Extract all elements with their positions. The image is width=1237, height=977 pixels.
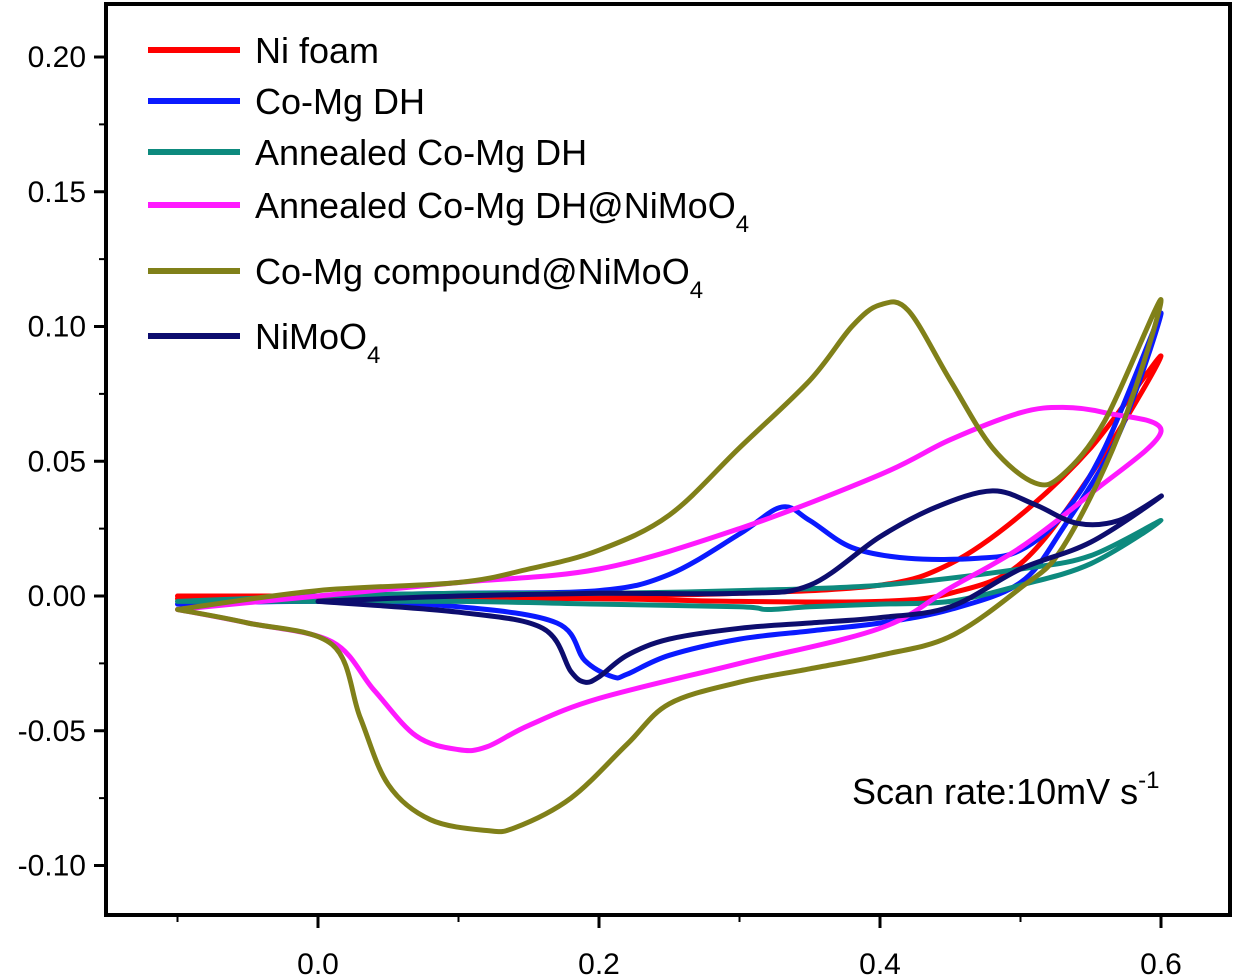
y-tick-label: 0.00 <box>28 580 86 613</box>
x-tick-label: 0.2 <box>578 948 620 977</box>
y-tick-label: 0.20 <box>28 41 86 74</box>
legend-label-subscript: 4 <box>736 211 749 238</box>
scan-rate-superscript: -1 <box>1138 767 1159 794</box>
series-line-6 <box>315 488 1164 685</box>
legend-label-text: NiMoO <box>255 316 367 357</box>
legend-label-subscript: 4 <box>690 277 703 304</box>
series-lines <box>175 297 1164 835</box>
y-tick-label: -0.05 <box>18 715 86 748</box>
legend-label-4: Annealed Co-Mg DH@NiMoO4 <box>255 185 749 238</box>
legend-label-subscript: 4 <box>367 342 380 369</box>
y-tick-label: 0.05 <box>28 445 86 478</box>
plot-frame <box>104 2 1232 917</box>
legend-label-2: Co-Mg DH <box>255 81 425 122</box>
y-tick-label: 0.15 <box>28 176 86 209</box>
series-line-4 <box>175 404 1164 754</box>
legend: Ni foam Co-Mg DH Annealed Co-Mg DH Annealed… <box>148 30 749 369</box>
x-tick-label: 0.6 <box>1140 948 1182 977</box>
legend-label-text: Co-Mg DH <box>255 81 425 122</box>
y-tick-label: 0.10 <box>28 311 86 344</box>
legend-label-1: Ni foam <box>255 30 379 71</box>
series-line-5 <box>175 297 1164 835</box>
legend-label-6: NiMoO4 <box>255 316 380 369</box>
series-line-1 <box>175 353 1164 605</box>
legend-label-text: Annealed Co-Mg DH@NiMoO <box>255 185 736 226</box>
x-tick-label: 0.0 <box>297 948 339 977</box>
scan-rate-annotation: Scan rate:10mV s-1 <box>852 767 1159 812</box>
scan-rate-text: Scan rate:10mV s <box>852 771 1138 812</box>
x-tick-label: 0.4 <box>859 948 901 977</box>
legend-label-3: Annealed Co-Mg DH <box>255 132 587 173</box>
legend-label-5: Co-Mg compound@NiMoO4 <box>255 251 703 304</box>
y-axis-ticks: 0.20 0.15 0.10 0.05 0.00 -0.05 -0.10 <box>18 41 106 883</box>
x-axis-ticks: 0.0 0.2 0.4 0.6 <box>176 915 1182 977</box>
legend-label-text: Annealed Co-Mg DH <box>255 132 587 173</box>
legend-label-text: Ni foam <box>255 30 379 71</box>
legend-label-text: Co-Mg compound@NiMoO <box>255 251 690 292</box>
y-tick-label: -0.10 <box>18 850 86 883</box>
